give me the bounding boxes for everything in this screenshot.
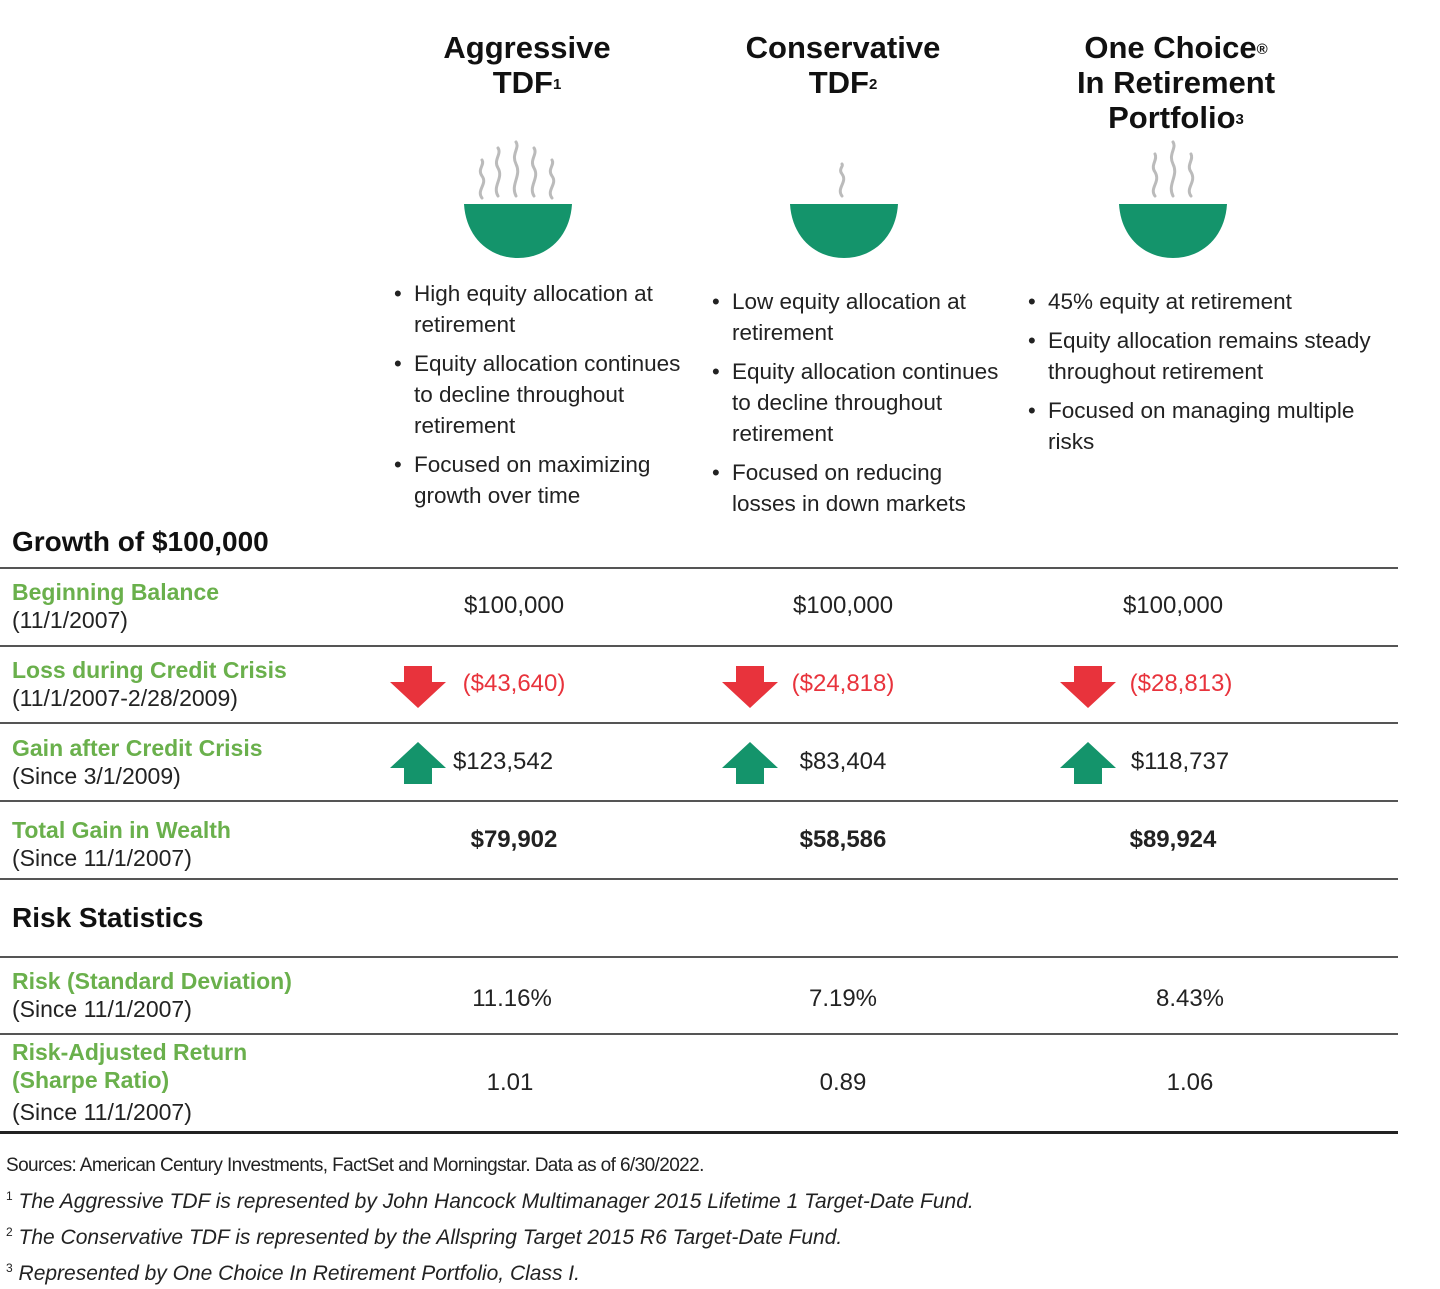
- footnote-ref: 1: [552, 76, 562, 93]
- cell-value: 1.01: [486, 1069, 534, 1096]
- footnote-ref: 3: [1235, 111, 1244, 128]
- cell-value: ($24,818): [791, 670, 895, 697]
- row-label-title: Risk (Standard Deviation): [12, 968, 292, 994]
- cell-value: 7.19%: [808, 985, 878, 1012]
- row-label-risk-std: Risk (Standard Deviation) (Since 11/1/20…: [12, 967, 292, 1023]
- bullet-item: Equity allocation remains steady through…: [1028, 325, 1400, 387]
- divider: [0, 722, 1398, 724]
- row-label-title: Risk-Adjusted Return: [12, 1039, 248, 1065]
- cell-value: 11.16%: [472, 985, 552, 1012]
- footnote-number: 1: [6, 1189, 13, 1203]
- sources-note: Sources: American Century Investments, F…: [6, 1155, 704, 1176]
- divider: [0, 1131, 1398, 1134]
- column-title-one-choice: One Choice® In Retirement Portfolio3: [1026, 30, 1326, 135]
- cell-value: $79,902: [470, 826, 558, 853]
- cell-value: $100,000: [1122, 592, 1224, 619]
- footnote-ref: 2: [868, 76, 878, 93]
- cell-value: $100,000: [792, 592, 894, 619]
- divider: [0, 645, 1398, 647]
- up-arrow-icon: [1060, 742, 1116, 784]
- title-line: TDF: [492, 65, 553, 100]
- cell-value: 8.43%: [1155, 985, 1225, 1012]
- footnote-number: 3: [6, 1261, 13, 1275]
- section-title-growth: Growth of $100,000: [12, 526, 269, 557]
- down-arrow-icon: [390, 666, 446, 708]
- down-arrow-icon: [722, 666, 778, 708]
- cell-value: $83,404: [799, 748, 887, 775]
- row-label-beginning-balance: Beginning Balance (11/1/2007): [12, 578, 219, 634]
- registered-mark: ®: [1256, 41, 1268, 58]
- column-title-aggressive: Aggressive TDF1: [377, 30, 677, 100]
- divider: [0, 800, 1398, 802]
- section-title-risk: Risk Statistics: [12, 902, 204, 933]
- row-label-sub: (11/1/2007): [12, 607, 128, 633]
- footnote-text: Represented by One Choice In Retirement …: [18, 1262, 580, 1285]
- title-line: In Retirement: [1076, 65, 1276, 100]
- footnote-number: 2: [6, 1225, 13, 1239]
- bullets-one-choice: 45% equity at retirement Equity allocati…: [1028, 286, 1400, 465]
- bullet-item: Focused on maximizing growth over time: [394, 449, 694, 511]
- bullet-item: High equity allocation at retirement: [394, 278, 694, 340]
- cell-value: $123,542: [452, 748, 554, 775]
- cell-value: ($28,813): [1129, 670, 1233, 697]
- row-label-title: (Sharpe Ratio): [12, 1067, 170, 1093]
- row-label-sub: (Since 3/1/2009): [12, 763, 181, 789]
- bowl-steaming-medium-icon: [1119, 140, 1227, 258]
- cell-value: 0.89: [819, 1069, 867, 1096]
- row-label-total-gain: Total Gain in Wealth (Since 11/1/2007): [12, 816, 231, 872]
- up-arrow-icon: [722, 742, 778, 784]
- bullet-item: Equity allocation continues to decline t…: [394, 348, 694, 441]
- title-line: One Choice: [1084, 30, 1257, 65]
- bowl-steaming-low-icon: [790, 162, 898, 258]
- row-label-loss: Loss during Credit Crisis (11/1/2007-2/2…: [12, 656, 287, 712]
- up-arrow-icon: [390, 742, 446, 784]
- bullet-item: Low equity allocation at retirement: [712, 286, 1002, 348]
- bullet-item: Equity allocation continues to decline t…: [712, 356, 1002, 449]
- bowl-steaming-high-icon: [464, 140, 572, 258]
- cell-value: ($43,640): [462, 670, 566, 697]
- row-label-title: Beginning Balance: [12, 579, 220, 605]
- bullet-item: Focused on reducing losses in down marke…: [712, 457, 1002, 519]
- title-line: Aggressive: [443, 30, 611, 65]
- row-label-title: Loss during Credit Crisis: [12, 657, 287, 683]
- row-label-sharpe: Risk-Adjusted Return (Sharpe Ratio) (Sin…: [12, 1038, 247, 1126]
- title-line: Conservative: [745, 30, 941, 65]
- cell-value: $100,000: [463, 592, 565, 619]
- footnote-3: 3 Represented by One Choice In Retiremen…: [6, 1253, 1426, 1289]
- footnote-2: 2 The Conservative TDF is represented by…: [6, 1217, 1426, 1253]
- divider: [0, 1033, 1398, 1035]
- row-label-sub: (11/1/2007-2/28/2009): [12, 685, 238, 711]
- footnote-text: The Conservative TDF is represented by t…: [18, 1226, 843, 1249]
- footnote-1: 1 The Aggressive TDF is represented by J…: [6, 1181, 1426, 1217]
- down-arrow-icon: [1060, 666, 1116, 708]
- cell-value: $89,924: [1129, 826, 1217, 853]
- footnotes: Sources: American Century Investments, F…: [6, 1150, 1426, 1289]
- title-line: TDF: [808, 65, 869, 100]
- title-line: Portfolio: [1108, 100, 1236, 135]
- row-label-sub: (Since 11/1/2007): [12, 845, 192, 871]
- divider: [0, 878, 1398, 880]
- bullets-aggressive: High equity allocation at retirement Equ…: [394, 278, 694, 519]
- column-title-conservative: Conservative TDF2: [693, 30, 993, 100]
- cell-value: 1.06: [1166, 1069, 1214, 1096]
- row-label-sub: (Since 11/1/2007): [12, 1099, 192, 1125]
- divider: [0, 567, 1398, 569]
- cell-value: $58,586: [799, 826, 887, 853]
- divider: [0, 956, 1398, 958]
- footnote-text: The Aggressive TDF is represented by Joh…: [18, 1190, 974, 1213]
- row-label-title: Total Gain in Wealth: [12, 817, 231, 843]
- cell-value: $118,737: [1130, 748, 1230, 775]
- row-label-title: Gain after Credit Crisis: [12, 735, 263, 761]
- row-label-sub: (Since 11/1/2007): [12, 996, 192, 1022]
- row-label-gain: Gain after Credit Crisis (Since 3/1/2009…: [12, 734, 263, 790]
- bullet-item: Focused on managing multiple risks: [1028, 395, 1400, 457]
- bullets-conservative: Low equity allocation at retirement Equi…: [712, 286, 1002, 527]
- bullet-item: 45% equity at retirement: [1028, 286, 1400, 317]
